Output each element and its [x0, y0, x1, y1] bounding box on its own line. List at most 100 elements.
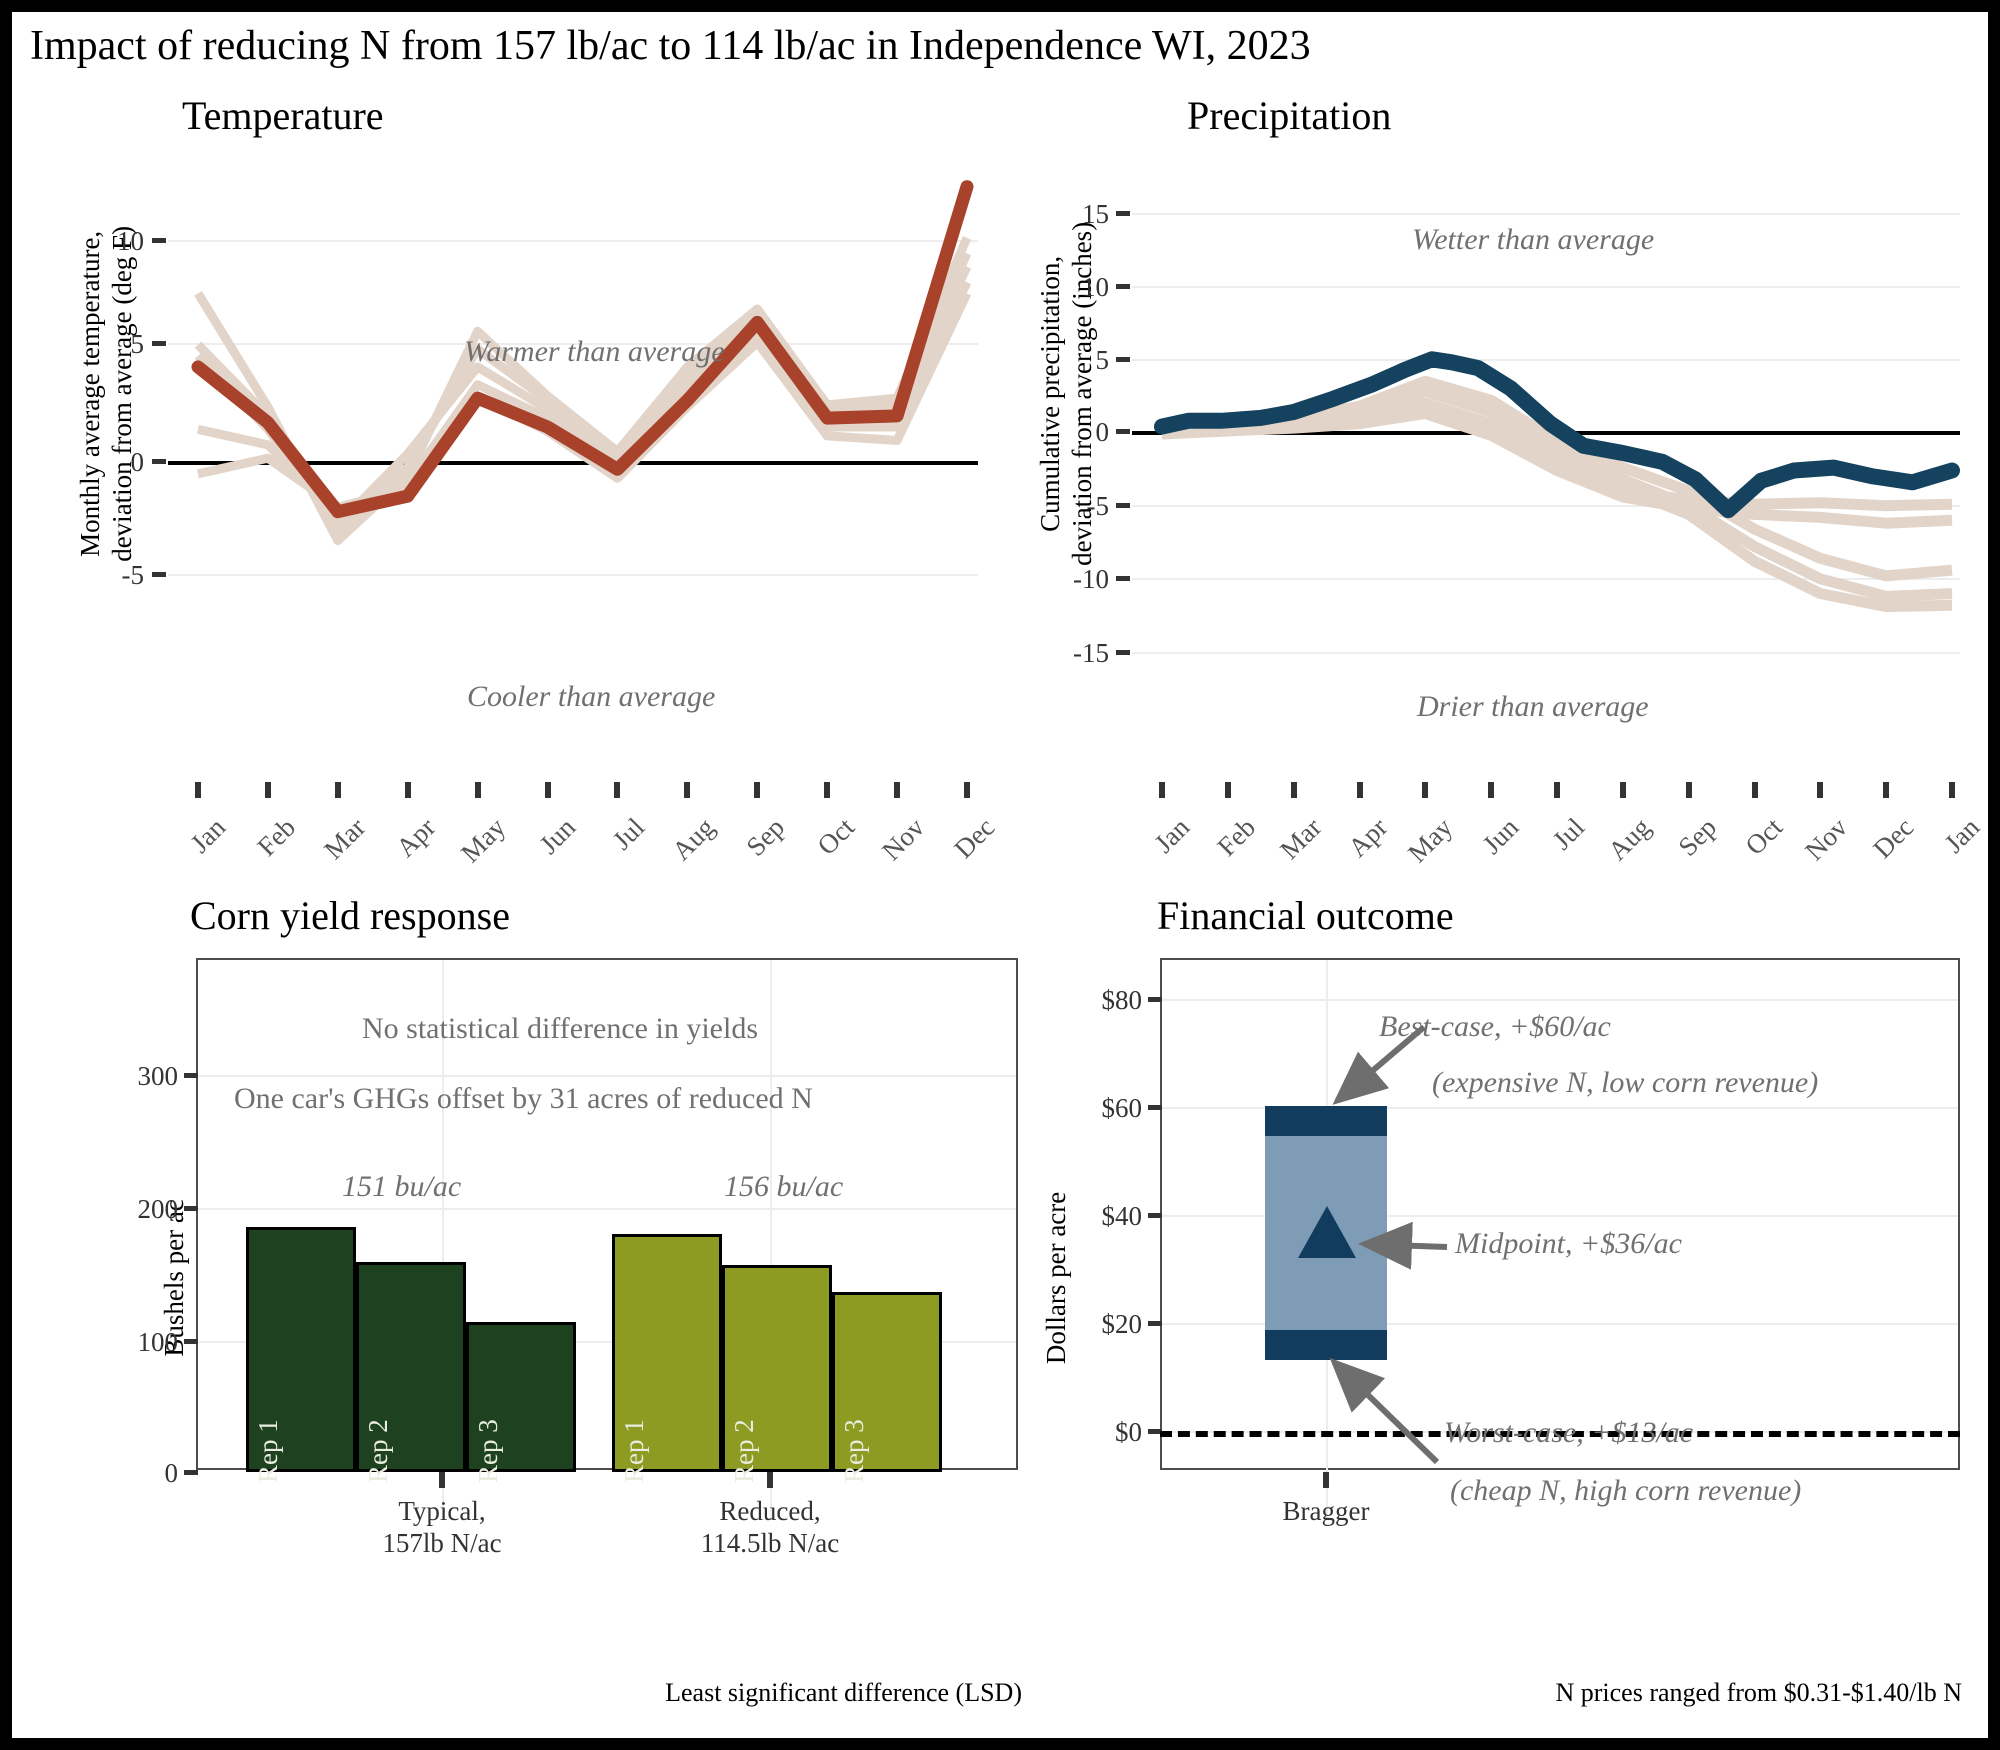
x-tick-mark — [1751, 782, 1758, 798]
panel-title-corn: Corn yield response — [190, 893, 510, 938]
y-tick-label: 10 — [1082, 272, 1109, 302]
corn-group-mean-label: 151 bu/ac — [342, 1170, 462, 1203]
y-tick-label: $80 — [1101, 985, 1143, 1015]
corn-bar[interactable] — [466, 1322, 576, 1472]
gridline — [168, 574, 978, 576]
financial-annotation-worst-line2: (cheap N, high corn revenue) — [1450, 1474, 1802, 1507]
x-tick-label: Nov — [876, 812, 931, 867]
x-tick-mark — [767, 1472, 773, 1488]
corn-bar[interactable] — [612, 1234, 722, 1472]
y-tick-label: 0 — [1095, 417, 1110, 447]
gridline — [1132, 213, 1960, 215]
y-tick-mark — [1148, 1213, 1162, 1218]
x-tick-mark — [894, 782, 901, 798]
temperature-context-line — [197, 280, 972, 521]
corn-bar-label: Rep 3 — [473, 1419, 503, 1483]
corn-bar-label: Rep 1 — [619, 1419, 649, 1483]
x-tick-label: Dec — [1867, 812, 1920, 864]
financial-worst-case-cap[interactable] — [1265, 1330, 1387, 1360]
y-tick-mark — [1116, 576, 1130, 581]
x-tick-mark — [1224, 782, 1231, 798]
x-tick-mark — [1817, 782, 1824, 798]
y-tick-mark — [1148, 1429, 1162, 1434]
y-tick-label: $60 — [1101, 1093, 1143, 1123]
x-tick-label: Jun — [1476, 812, 1525, 860]
gridline — [1162, 999, 1958, 1001]
temperature-context-line — [197, 291, 972, 512]
corn-bar[interactable] — [246, 1227, 356, 1472]
corn-bar-label: Rep 3 — [839, 1419, 869, 1483]
panel-title-temperature: Temperature — [182, 93, 384, 138]
corn-group-mean-label: 156 bu/ac — [724, 1170, 844, 1203]
corn-bar[interactable] — [356, 1262, 466, 1472]
x-tick-mark — [1619, 782, 1626, 798]
x-tick-mark — [474, 782, 481, 798]
precipitation-annotation-wetter: Wetter than average — [1412, 223, 1655, 256]
temperature-annotation-cooler: Cooler than average — [467, 680, 716, 713]
y-tick-mark — [1148, 1321, 1162, 1326]
x-tick-mark — [1488, 782, 1495, 798]
x-tick-mark — [754, 782, 761, 798]
y-tick-label: $0 — [1115, 1417, 1142, 1447]
corn-footnote: Least significant difference (LSD) at 95… — [665, 1677, 1022, 1707]
gridline — [198, 1341, 1016, 1343]
x-tick-mark — [1422, 782, 1429, 798]
y-tick-label: 0 — [130, 447, 145, 477]
corn-bar[interactable] — [832, 1292, 942, 1472]
x-tick-label: Aug — [1601, 812, 1657, 867]
x-tick-label: Dec — [948, 812, 1001, 864]
y-tick-label: 5 — [1095, 345, 1110, 375]
financial-annotation-midpoint: Midpoint, +$36/ac — [1455, 1227, 1682, 1260]
gridline — [1132, 652, 1960, 654]
x-tick-label: Jul — [1546, 812, 1591, 856]
y-tick-mark — [1116, 284, 1130, 289]
y-tick-mark — [1148, 1105, 1162, 1110]
x-tick-mark — [1356, 782, 1363, 798]
y-tick-label: 10 — [117, 226, 144, 256]
y-tick-mark — [184, 1206, 198, 1211]
x-tick-label: Feb — [1211, 812, 1262, 862]
x-tick-label: Jun — [533, 812, 581, 860]
x-tick-label: Jan — [1938, 812, 1986, 859]
corn-x-category-reduced: Reduced, 114.5lb N/ac — [700, 1496, 840, 1559]
financial-annotation-worst-line1: Worst-case, +$13/ac — [1444, 1416, 1694, 1449]
x-tick-mark — [544, 782, 551, 798]
corn-plot-area — [196, 958, 1018, 1470]
panel-title-financial: Financial outcome — [1157, 893, 1454, 938]
y-tick-mark — [184, 1073, 198, 1078]
gridline — [1132, 359, 1960, 361]
gridline-vertical — [770, 960, 772, 1520]
precipitation-context-line — [1161, 375, 1953, 582]
precipitation-annotation-drier: Drier than average — [1417, 690, 1649, 723]
x-tick-mark — [1883, 782, 1890, 798]
zero-reference-line — [1132, 431, 1960, 435]
financial-best-case-cap[interactable] — [1265, 1106, 1387, 1136]
financial-footnote: N prices ranged from $0.31-$1.40/lb N Co… — [1555, 1677, 1962, 1707]
x-tick-mark — [1323, 1472, 1329, 1488]
y-tick-label: 200 — [137, 1194, 179, 1224]
x-tick-mark — [824, 782, 831, 798]
temperature-context-line — [194, 236, 972, 546]
y-tick-mark — [1116, 503, 1130, 508]
x-tick-mark — [404, 782, 411, 798]
y-tick-label: -5 — [121, 560, 145, 590]
gridline-vertical — [442, 960, 444, 1520]
y-tick-label: 100 — [137, 1327, 179, 1357]
precipitation-context-line — [1161, 386, 1953, 602]
x-tick-mark — [614, 782, 621, 798]
corn-bar[interactable] — [722, 1265, 832, 1472]
x-tick-label: Feb — [251, 812, 302, 862]
gridline — [1132, 505, 1960, 507]
gridline — [168, 240, 978, 242]
y-tick-label: -10 — [1073, 564, 1109, 594]
y-tick-mark — [152, 572, 166, 577]
x-tick-label: May — [1402, 812, 1459, 869]
x-tick-mark — [964, 782, 970, 798]
x-tick-label: Sep — [1672, 812, 1722, 862]
financial-annotation-best-line1: Best-case, +$60/ac — [1379, 1010, 1611, 1043]
x-tick-mark — [334, 782, 341, 798]
corn-x-category-typical: Typical, 157lb N/ac — [382, 1496, 502, 1559]
gridline — [198, 1208, 1016, 1210]
financial-midpoint-marker[interactable] — [1298, 1206, 1356, 1258]
y-tick-label: -15 — [1073, 638, 1109, 668]
